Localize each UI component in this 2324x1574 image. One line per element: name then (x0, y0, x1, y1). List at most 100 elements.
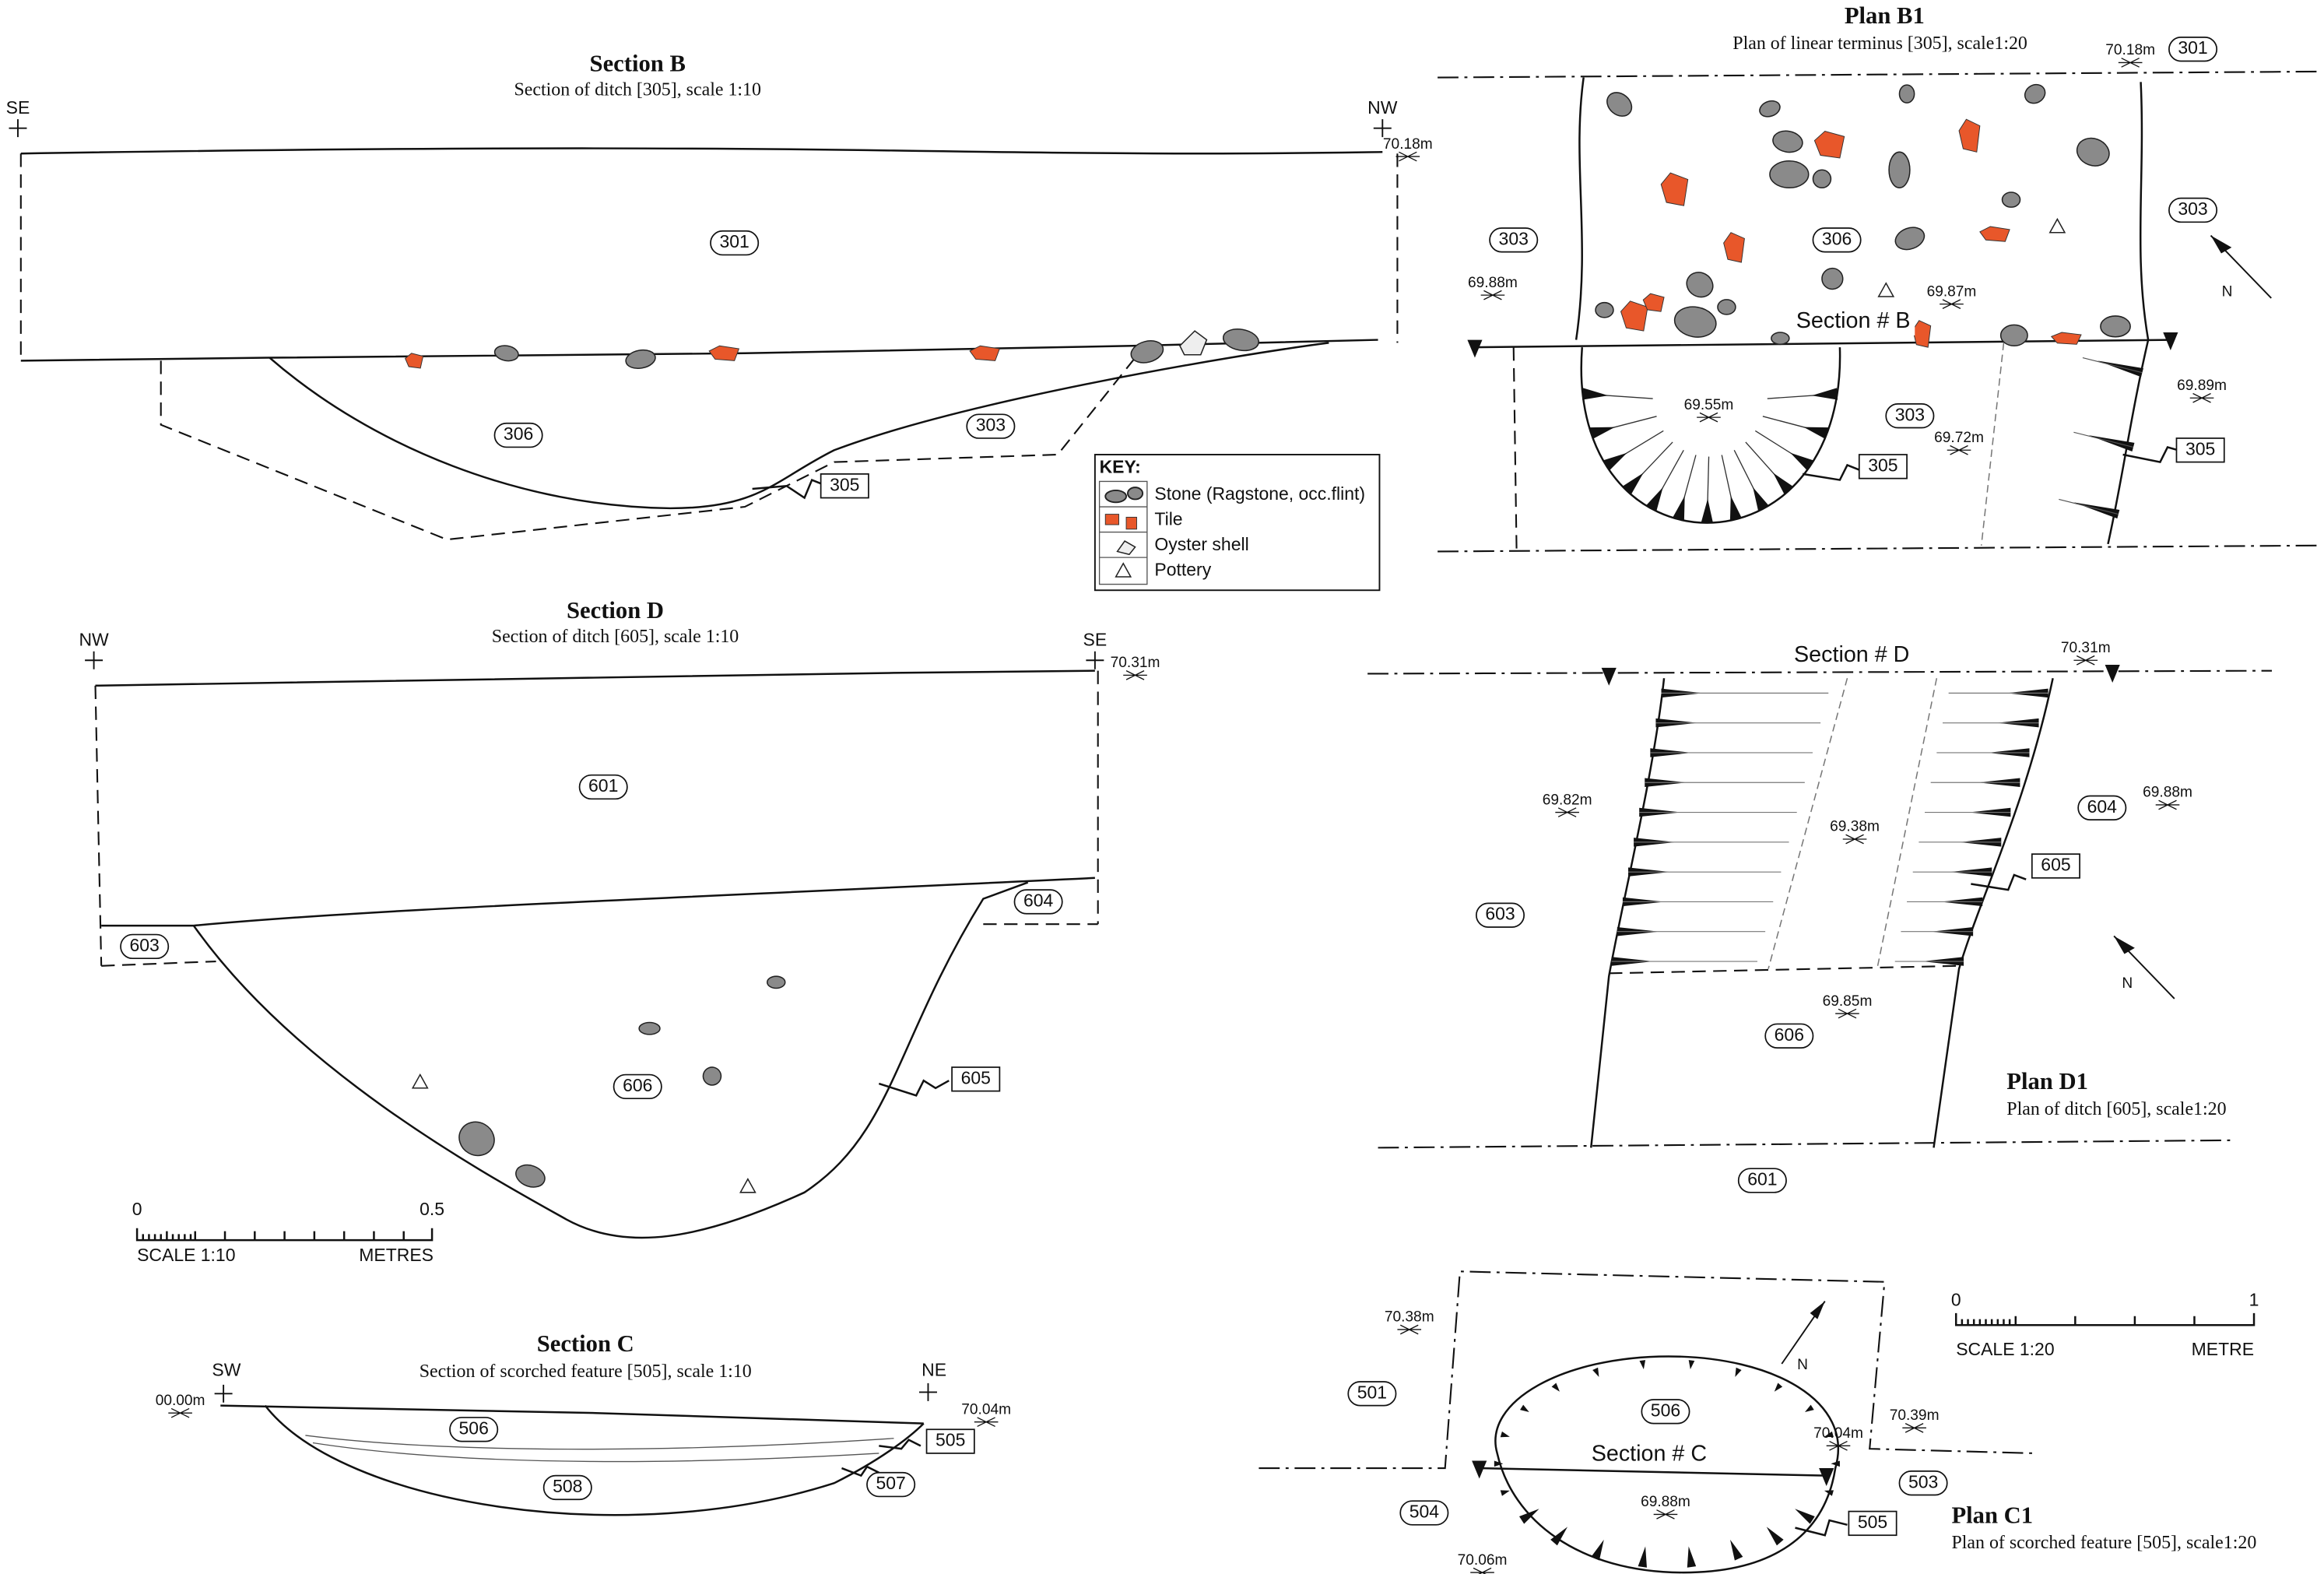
stone (515, 1164, 546, 1188)
hachure (1773, 473, 1794, 495)
level-label: 69.88m (2143, 785, 2192, 801)
label-backing (1792, 308, 1915, 336)
cut-boundary (1980, 343, 2005, 546)
context-oval (1737, 1168, 1787, 1193)
tile (1660, 172, 1689, 206)
subtitle: Plan of linear terminus [305], scale1:20 (1732, 33, 2027, 54)
level-label: 70.06m (1458, 1552, 1508, 1569)
level-symbol (1397, 1324, 1422, 1335)
cut-lower-edge (160, 357, 1136, 541)
key-tile (1104, 514, 1119, 525)
level-label: 69.88m (1641, 1494, 1690, 1510)
stone (1999, 324, 2028, 346)
section-marker (1819, 1468, 1834, 1487)
leader (1795, 1519, 1848, 1537)
hachure (1795, 1509, 1815, 1524)
stone (1771, 332, 1790, 346)
hachure (1639, 1360, 1646, 1370)
context-oval (1489, 227, 1539, 253)
label: Pottery (1154, 559, 1211, 579)
label: METRES (359, 1245, 434, 1265)
hachure (1753, 487, 1769, 511)
title: Plan C1 (1951, 1502, 2033, 1528)
interface-line (20, 339, 1378, 362)
level-label: 70.18m (1383, 136, 1433, 153)
level-label: 69.89m (2177, 378, 2227, 394)
north-arrow-head (2114, 936, 2135, 954)
level-symbol (1653, 1509, 1678, 1520)
context-oval (2077, 795, 2127, 820)
label: Oyster shell (1154, 534, 1248, 554)
slot-edge (1768, 678, 1938, 969)
label: Section # B (1796, 308, 1911, 333)
context-label: 606 (623, 1075, 652, 1095)
cut-305 (1580, 347, 1841, 524)
stone (1686, 272, 1714, 298)
section-marker (1467, 339, 1483, 358)
level-symbol (1902, 1423, 1926, 1433)
pottery (2048, 217, 2066, 234)
cut-box (820, 473, 869, 499)
context-label: 306 (1822, 228, 1852, 248)
label: Tile (1154, 508, 1182, 529)
context-oval (1812, 227, 1862, 253)
level-label: 69.88m (1468, 275, 1518, 291)
tile (405, 353, 424, 369)
label: Section # C (1592, 1441, 1707, 1466)
tile (708, 345, 740, 361)
survey-point (1373, 119, 1392, 138)
section-line (1474, 339, 2171, 349)
level-symbol (1842, 834, 1867, 845)
tile (1979, 226, 2010, 242)
context-label: 606 (1775, 1024, 1804, 1045)
context-label: 303 (2178, 199, 2207, 219)
title: Section C (537, 1330, 634, 1357)
hachure (1688, 1360, 1695, 1370)
stone (1888, 151, 1911, 189)
label: SW (212, 1360, 240, 1380)
tile (1958, 118, 1981, 153)
context-oval (1475, 902, 1525, 928)
survey-point (1086, 651, 1104, 669)
stone (2001, 191, 2021, 208)
subtitle: Plan of scorched feature [505], scale1:2… (1951, 1533, 2256, 1553)
context-oval (1013, 889, 1063, 915)
context-label: 604 (2087, 796, 2118, 817)
context-oval (1764, 1023, 1814, 1049)
level-symbol (1555, 807, 1579, 817)
pottery (411, 1073, 429, 1089)
level-label: 69.72m (1934, 430, 1984, 446)
label: 0 (132, 1199, 142, 1219)
cut-505 (1494, 1355, 1840, 1574)
label: Stone (Ragstone, occ.flint) (1154, 483, 1365, 504)
context-oval (1641, 1399, 1690, 1425)
cut-305 (269, 342, 1329, 510)
context-label: 303 (1499, 228, 1529, 248)
level-symbol (2189, 392, 2214, 403)
tile (1813, 130, 1845, 159)
subtitle: Section of scorched feature [505], scale… (420, 1361, 752, 1382)
hachure (1591, 1539, 1604, 1561)
hachure (1729, 496, 1742, 521)
stone (625, 349, 656, 370)
cut-605 (192, 881, 1029, 1239)
ditch-edge (1590, 677, 2054, 1148)
stone (1759, 100, 1781, 118)
context-label: 601 (588, 775, 618, 796)
context-oval (578, 774, 628, 800)
context-oval (710, 230, 760, 256)
level-symbol (1940, 299, 1964, 309)
leader (1971, 873, 2027, 891)
hachure (1687, 1546, 1697, 1568)
level-symbol (974, 1417, 999, 1428)
level-symbol (2155, 799, 2180, 810)
cut-box (2175, 437, 2225, 463)
oyster-shell (1179, 330, 1208, 356)
stone (638, 1021, 661, 1035)
hachure (1500, 1490, 1510, 1496)
level-label: N (2122, 975, 2133, 992)
layer-506 (305, 1435, 894, 1463)
trench-limit (1512, 347, 1518, 549)
level-symbol (1835, 1008, 1859, 1019)
